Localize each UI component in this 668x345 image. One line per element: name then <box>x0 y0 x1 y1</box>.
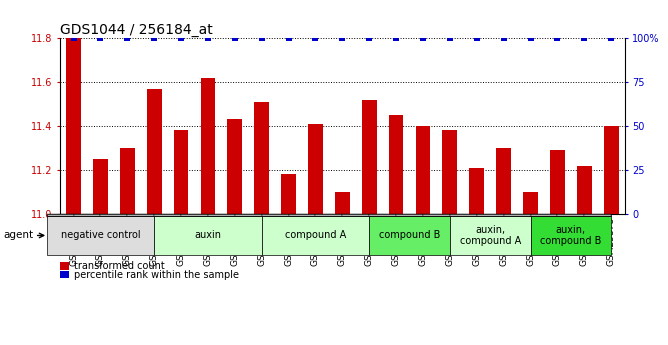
Point <box>579 35 590 41</box>
Bar <box>415 126 430 214</box>
Point <box>472 35 482 41</box>
Point <box>498 35 509 41</box>
Point <box>230 35 240 41</box>
Bar <box>442 130 458 214</box>
Bar <box>200 78 215 214</box>
Bar <box>227 119 242 214</box>
Text: compound B: compound B <box>379 230 440 240</box>
Point <box>418 35 428 41</box>
Text: GDS1044 / 256184_at: GDS1044 / 256184_at <box>60 23 213 37</box>
Bar <box>335 192 350 214</box>
Point <box>149 35 160 41</box>
Bar <box>174 130 188 214</box>
Bar <box>147 89 162 214</box>
Bar <box>255 102 269 214</box>
Text: auxin,
compound B: auxin, compound B <box>540 225 601 246</box>
Text: agent: agent <box>3 230 33 240</box>
Point <box>364 35 375 41</box>
Point <box>122 35 133 41</box>
Text: percentile rank within the sample: percentile rank within the sample <box>74 270 239 279</box>
Text: negative control: negative control <box>61 230 140 240</box>
Point <box>525 35 536 41</box>
Bar <box>496 148 511 214</box>
Bar <box>93 159 108 214</box>
Point <box>444 35 455 41</box>
Text: transformed count: transformed count <box>74 261 165 271</box>
Point <box>606 35 617 41</box>
Bar <box>577 166 592 214</box>
Point <box>391 35 401 41</box>
Bar <box>470 168 484 214</box>
Point <box>283 35 294 41</box>
Bar <box>604 126 619 214</box>
Point <box>95 35 106 41</box>
Bar <box>120 148 135 214</box>
Point <box>68 35 79 41</box>
Bar <box>523 192 538 214</box>
Bar <box>550 150 564 214</box>
Point <box>257 35 267 41</box>
Text: compound A: compound A <box>285 230 346 240</box>
Point <box>552 35 562 41</box>
Bar <box>308 124 323 214</box>
Text: auxin: auxin <box>194 230 222 240</box>
Bar <box>362 100 377 214</box>
Bar <box>66 38 81 214</box>
Point <box>176 35 186 41</box>
Point <box>337 35 347 41</box>
Point <box>310 35 321 41</box>
Text: auxin,
compound A: auxin, compound A <box>460 225 521 246</box>
Point <box>202 35 213 41</box>
Bar <box>389 115 403 214</box>
Bar <box>281 174 296 214</box>
